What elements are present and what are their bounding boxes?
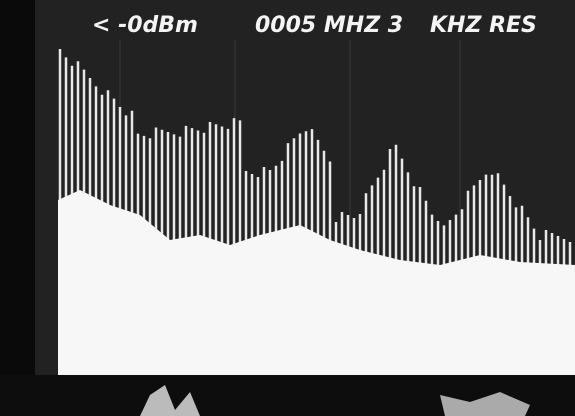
noise-floor — [58, 190, 575, 380]
readout-level: < -0dBm — [92, 13, 198, 38]
readout-resolution: KHZ RES — [430, 13, 537, 38]
reflection — [140, 385, 200, 416]
readout-frequency: 0005 MHZ 3 — [255, 13, 403, 38]
reflection — [440, 392, 530, 416]
